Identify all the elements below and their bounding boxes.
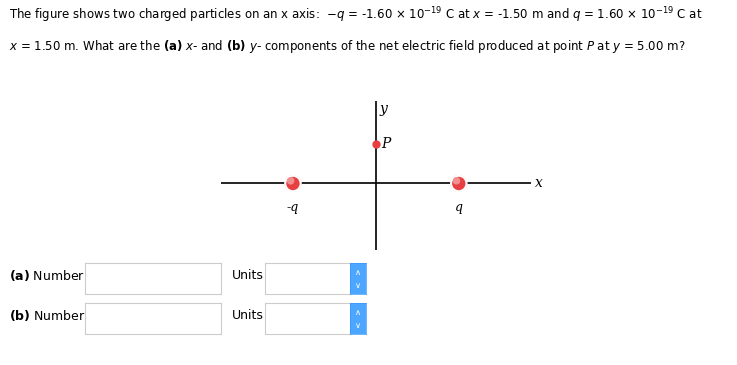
Text: ∧: ∧ — [355, 308, 361, 317]
Text: $x$ = 1.50 m. What are the $\mathbf{(a)}$ $x$- and $\mathbf{(b)}$ $y$- component: $x$ = 1.50 m. What are the $\mathbf{(a)}… — [9, 38, 685, 55]
Text: y: y — [380, 102, 388, 116]
Text: Units: Units — [232, 269, 264, 282]
Text: $\mathbf{(b)}$ Number: $\mathbf{(b)}$ Number — [9, 308, 85, 323]
Circle shape — [451, 176, 467, 191]
Circle shape — [453, 178, 460, 184]
Text: x: x — [535, 177, 543, 191]
Text: ∨: ∨ — [355, 281, 361, 290]
Text: ∧: ∧ — [355, 268, 361, 277]
Text: P: P — [382, 137, 391, 151]
Circle shape — [287, 178, 294, 184]
Text: ∨: ∨ — [355, 321, 361, 330]
Text: The figure shows two charged particles on an x axis:  $-q$ = -1.60 $\times$ 10$^: The figure shows two charged particles o… — [9, 5, 702, 25]
Text: -q: -q — [287, 201, 299, 214]
Text: q: q — [455, 201, 463, 214]
Text: Units: Units — [232, 309, 264, 322]
Text: $\mathbf{(a)}$ Number: $\mathbf{(a)}$ Number — [9, 268, 85, 283]
Circle shape — [285, 176, 301, 191]
